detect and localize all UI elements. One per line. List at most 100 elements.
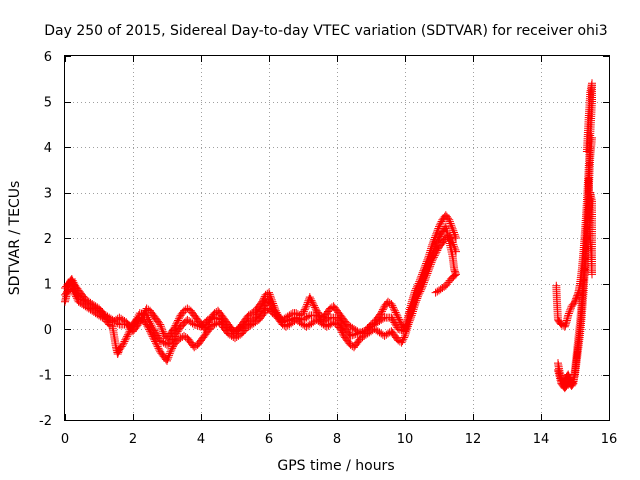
data-point (450, 230, 459, 239)
y-tick-label: -1 (39, 369, 52, 384)
y-tick-label: 2 (44, 232, 52, 247)
data-point (231, 334, 239, 343)
y-tick-label: 0 (44, 323, 52, 338)
data-point (565, 307, 574, 316)
data-point (410, 298, 419, 307)
data-point (212, 314, 221, 323)
data-point (129, 320, 138, 329)
data-point (165, 349, 174, 358)
data-point (412, 292, 421, 301)
data-point (67, 277, 76, 286)
data-point (435, 232, 444, 241)
data-point (207, 314, 216, 323)
y-tick-labels: -2 -1 0 1 2 3 4 5 6 (39, 50, 52, 429)
data-point (429, 245, 438, 254)
data-point (377, 315, 386, 324)
data-point (180, 331, 188, 340)
data-point (224, 325, 233, 333)
data-point (310, 301, 319, 310)
data-point (447, 221, 456, 230)
data-point (423, 262, 432, 271)
data-point (124, 328, 133, 337)
data-point (106, 321, 115, 330)
data-point (422, 266, 431, 275)
data-point (397, 326, 406, 335)
data-point (388, 315, 397, 324)
data-point (278, 318, 287, 327)
data-point (210, 313, 219, 322)
data-point (304, 312, 313, 321)
data-point (130, 318, 139, 327)
data-point (305, 320, 314, 329)
data-point (351, 330, 360, 339)
data-point (72, 289, 81, 298)
data-point (395, 315, 404, 324)
data-point (433, 287, 442, 296)
data-point (435, 220, 444, 229)
data-point (434, 235, 443, 244)
data-point (129, 322, 137, 331)
data-point (413, 290, 422, 299)
data-point (373, 327, 382, 336)
data-point (358, 327, 367, 336)
data-point (424, 260, 433, 269)
data-point (445, 215, 454, 224)
data-point (436, 219, 445, 228)
data-point (417, 278, 426, 287)
data-point (378, 307, 387, 316)
data-point (174, 325, 183, 334)
data-point (428, 249, 437, 258)
data-point (121, 335, 130, 344)
data-point (415, 284, 424, 293)
data-point (372, 326, 381, 335)
data-point (123, 332, 132, 341)
data-point (309, 299, 318, 308)
data-point (384, 329, 392, 338)
data-point (125, 321, 134, 330)
data-point (151, 339, 160, 348)
data-point (375, 328, 384, 337)
data-point (287, 315, 296, 324)
x-tick-label: 12 (465, 432, 482, 447)
data-point (203, 315, 212, 324)
data-point (88, 302, 97, 311)
data-point (151, 328, 160, 337)
data-point (293, 314, 302, 323)
data-point (401, 327, 409, 336)
data-point (266, 299, 275, 308)
data-point (391, 320, 400, 329)
data-point (81, 297, 90, 306)
data-point (414, 286, 423, 295)
data-point (150, 326, 159, 335)
data-point (170, 323, 179, 332)
data-point (390, 318, 399, 327)
data-point (297, 315, 306, 324)
data-point (307, 296, 316, 305)
data-point (153, 342, 162, 351)
data-point (432, 239, 441, 248)
x-tick-label: 2 (129, 432, 137, 447)
data-point (70, 284, 79, 293)
data-point (270, 307, 279, 316)
y-tick-label: 5 (44, 96, 52, 111)
data-point (419, 274, 428, 283)
data-point (214, 314, 222, 323)
data-point (172, 329, 181, 338)
data-point (133, 312, 142, 321)
data-point (406, 308, 415, 317)
data-point (156, 322, 165, 331)
data-point (69, 282, 78, 291)
data-point (122, 334, 131, 343)
data-point (117, 342, 126, 351)
data-point (183, 304, 192, 313)
data-point (350, 330, 358, 339)
data-point (268, 303, 277, 312)
data-point (449, 228, 458, 237)
data-point (306, 294, 315, 303)
data-point (147, 321, 156, 330)
plot-frame (64, 55, 610, 421)
data-point (426, 253, 435, 262)
data-point (265, 297, 274, 306)
data-point (170, 332, 179, 341)
data-point (110, 317, 119, 326)
